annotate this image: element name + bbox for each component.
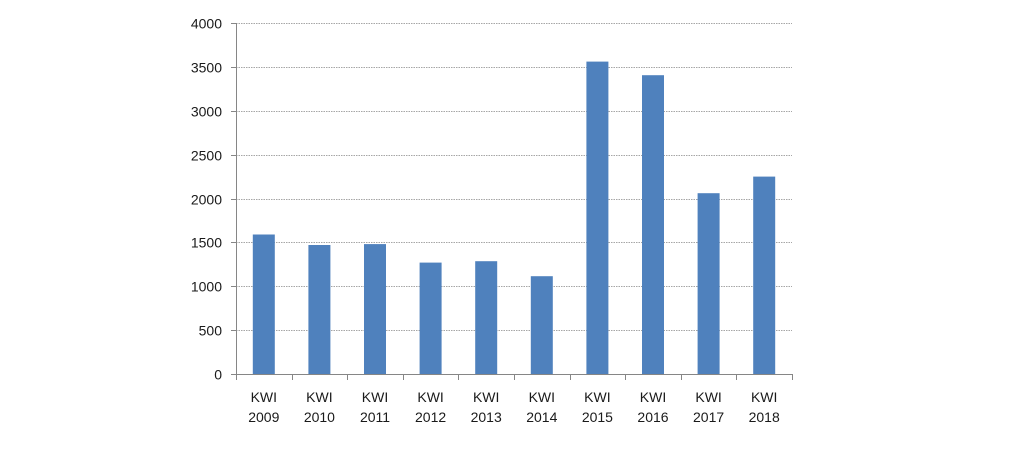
bars <box>252 61 776 374</box>
x-tick-label: KWI 2016 <box>637 389 668 425</box>
y-tick-label: 1500 <box>191 235 222 251</box>
bar <box>364 244 386 374</box>
y-tick-label: 3500 <box>191 60 222 76</box>
bar <box>419 262 442 374</box>
bar <box>586 61 609 374</box>
y-tick-label: 4000 <box>191 16 222 32</box>
x-tick-label: KWI 2009 <box>248 389 279 425</box>
y-axis-tick-labels: 0 500 1000 1500 2000 2500 3000 3500 4000 <box>191 16 222 383</box>
x-tick-label: KWI 2013 <box>471 389 502 425</box>
bar <box>530 276 553 374</box>
x-tick-label: KWI 2015 <box>582 389 613 425</box>
y-tick-label: 500 <box>199 323 223 339</box>
y-tick-label: 0 <box>214 367 222 383</box>
y-tick-label: 2000 <box>191 192 222 208</box>
x-tick-label: KWI 2014 <box>526 389 557 425</box>
y-tick-label: 3000 <box>191 104 222 120</box>
x-axis-tick-labels: KWI 2009 KWI 2010 KWI 2011 KWI 2012 KWI 2013 KWI 20… <box>248 389 780 425</box>
x-tick-label: KWI 2018 <box>749 389 780 425</box>
x-tick-label: KWI 2010 <box>304 389 335 425</box>
axes <box>231 23 793 380</box>
bar <box>252 234 275 374</box>
bar <box>642 75 664 374</box>
y-tick-label: 1000 <box>191 279 222 295</box>
x-tick-label: KWI 2017 <box>693 389 724 425</box>
x-tick-label: KWI 2012 <box>415 389 446 425</box>
bar <box>697 193 720 374</box>
bar <box>475 261 498 374</box>
bar <box>753 176 776 374</box>
bar <box>308 245 331 374</box>
x-tick-label: KWI 2011 <box>360 389 390 425</box>
y-tick-label: 2500 <box>191 148 222 164</box>
